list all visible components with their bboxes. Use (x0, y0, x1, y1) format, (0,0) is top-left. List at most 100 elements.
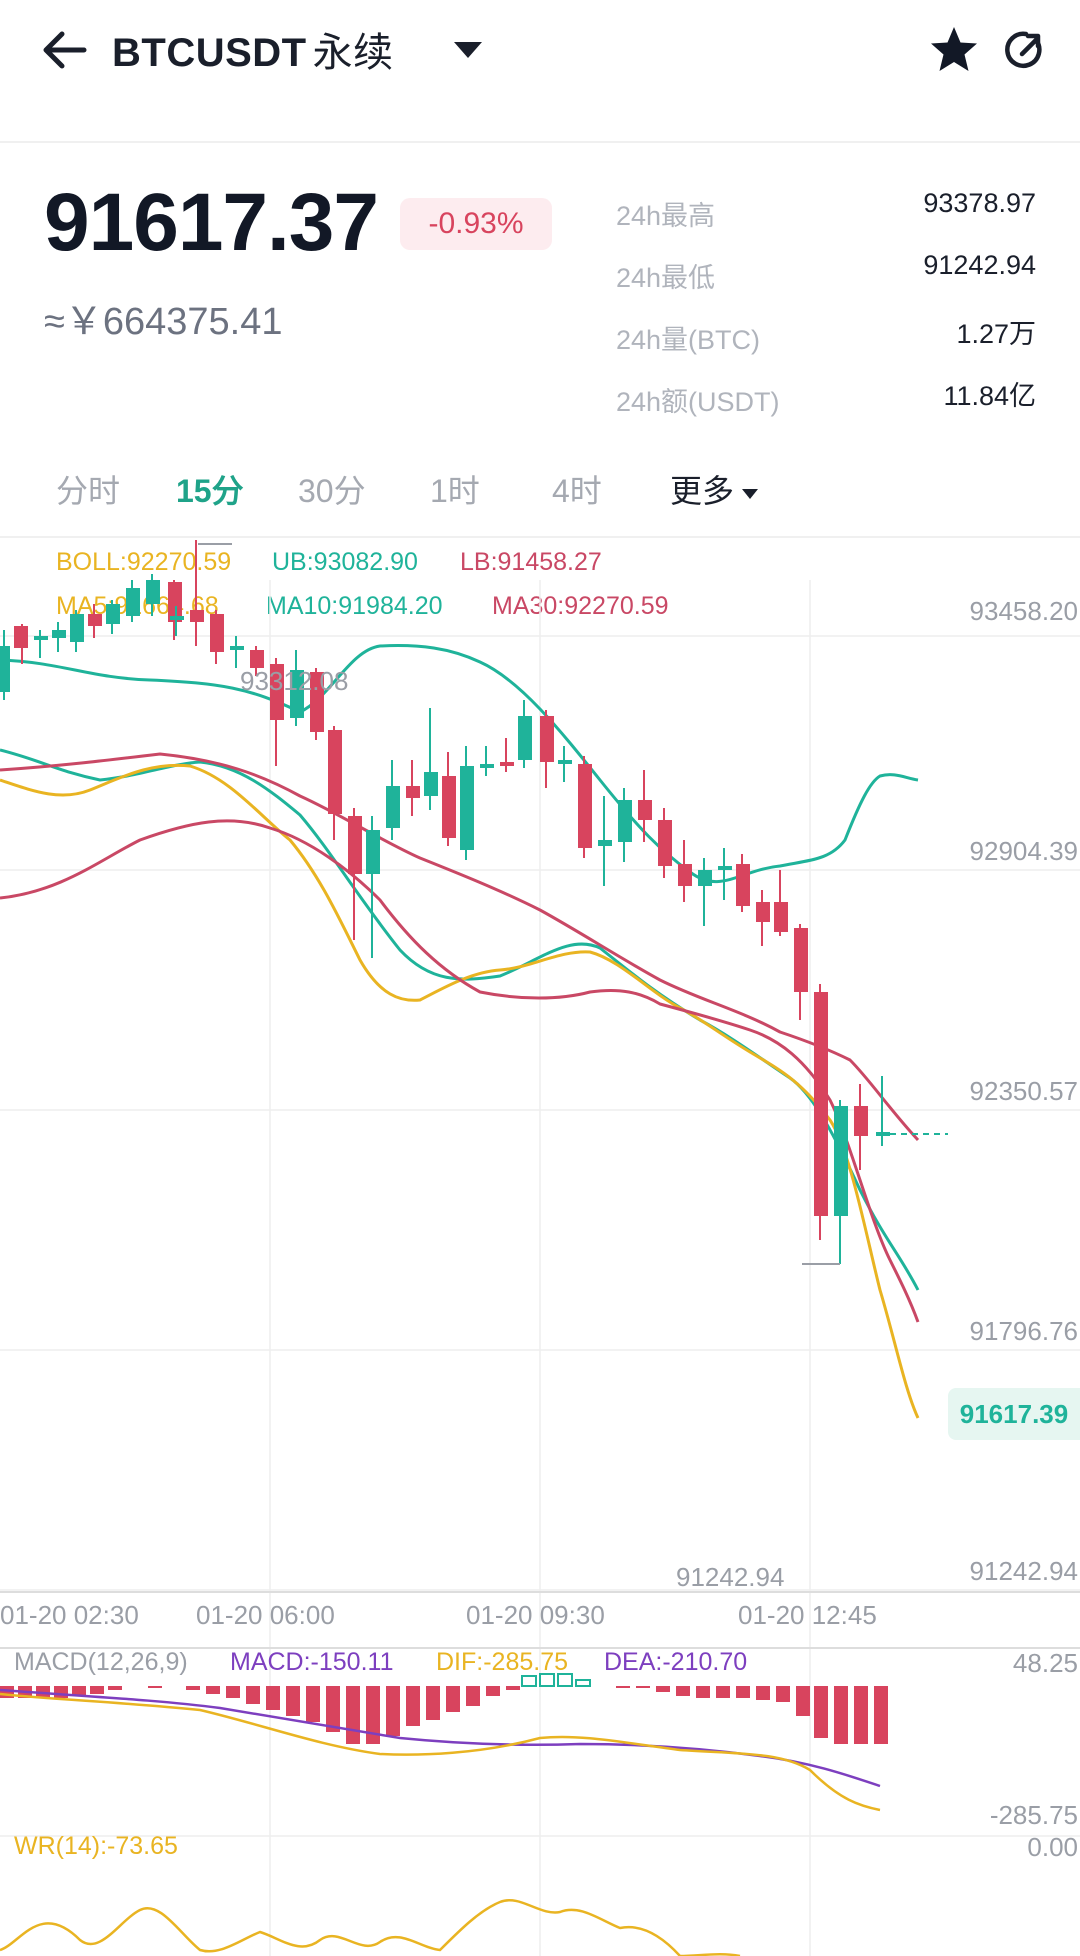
macd-histogram (0, 1673, 888, 1744)
ma30-legend: MA30:92270.59 (492, 592, 669, 620)
candle-up (718, 848, 732, 900)
candle-down (658, 808, 672, 878)
stats-panel: 24h最高 93378.97 24h最低 91242.94 24h量(BTC) … (616, 188, 1036, 436)
macd-legend: MACD:-150.11 (230, 1648, 394, 1676)
candle-up (618, 788, 632, 862)
candle-up (0, 630, 10, 700)
chart-grid (0, 580, 1080, 1956)
dif-legend: DIF:-285.75 (436, 1648, 569, 1676)
stat-low: 24h最低 91242.94 (616, 250, 1036, 312)
candle-down (794, 924, 808, 1020)
lb-legend: LB:91458.27 (460, 548, 602, 576)
back-button[interactable] (38, 22, 98, 78)
x-axis-label: 01-20 06:00 (196, 1600, 335, 1630)
candle-up (834, 1100, 848, 1264)
y-axis-label: 92350.57 (969, 1076, 1078, 1106)
stat-value: 91242.94 (923, 250, 1036, 280)
y-axis-label: 92904.39 (969, 836, 1078, 866)
star-icon (931, 27, 977, 71)
caret-down-icon (742, 488, 759, 499)
candle-up (146, 574, 160, 616)
candlesticks (0, 540, 890, 1264)
y-axis-label: 91242.94 (969, 1556, 1078, 1586)
arrow-left-icon (43, 31, 87, 69)
last-price: 91617.37 (44, 177, 379, 268)
low-marker-label: 91242.94 (676, 1562, 785, 1592)
interval-tabs: 分时 15分 30分 1时 4时 更多 (0, 458, 1080, 538)
ma5-line (0, 763, 920, 1419)
candle-down (328, 726, 342, 840)
stat-label: 24h最低 (616, 263, 716, 293)
favorite-button[interactable] (926, 22, 982, 78)
change-percent-badge: -0.93% (400, 198, 552, 250)
macd-y-label: 48.25 (1012, 1648, 1078, 1678)
candle-up (106, 600, 120, 634)
candle-down (638, 770, 652, 842)
candle-down (442, 752, 456, 846)
tab-1h[interactable]: 1时 (430, 473, 480, 509)
candle-up (230, 636, 244, 668)
candle-up (518, 700, 532, 768)
ub-legend: UB:93082.90 (272, 548, 418, 576)
tab-time-sharing[interactable]: 分时 (56, 473, 121, 509)
tab-30m[interactable]: 30分 (298, 473, 366, 509)
caret-down-icon (454, 42, 482, 58)
x-axis-label: 01-20 02:30 (0, 1600, 139, 1630)
candle-up (698, 858, 712, 926)
share-icon (1005, 31, 1042, 69)
pane-dividers (0, 1591, 1080, 1649)
tab-4h[interactable]: 4时 (552, 473, 602, 509)
ma10-line (0, 748, 920, 1291)
candle-up (480, 746, 494, 776)
wr-y-label: 0.00 (1027, 1832, 1078, 1862)
candle-down (210, 610, 224, 664)
candle-down (774, 870, 788, 936)
candle-down (500, 738, 514, 772)
candle-down (348, 808, 362, 940)
candle-up (558, 746, 572, 782)
candle-down (14, 624, 28, 664)
dea-legend: DEA:-210.70 (604, 1648, 748, 1676)
candle-down (168, 580, 182, 640)
contract-type: 永续 (312, 31, 394, 75)
stat-volume: 24h量(BTC) 1.27万 (616, 312, 1036, 374)
stat-value: 1.27万 (956, 319, 1036, 349)
symbol-dropdown-button[interactable] (450, 38, 486, 62)
candle-up (52, 622, 66, 652)
stat-label: 24h量(BTC) (616, 325, 761, 355)
macd-title: MACD(12,26,9) (14, 1648, 188, 1676)
high-marker-label: 93312.08 (240, 666, 349, 696)
candle-down (406, 760, 420, 816)
candle-down (854, 1084, 868, 1170)
candle-down (678, 840, 692, 902)
x-axis-label: 01-20 09:30 (466, 1600, 605, 1630)
symbol-name: BTCUSDT (112, 31, 307, 75)
cny-price: ≈￥664375.41 (44, 301, 283, 343)
candle-up (876, 1076, 890, 1146)
candle-up (386, 760, 400, 840)
candle-down (814, 984, 828, 1240)
tab-15m[interactable]: 15分 (176, 473, 244, 509)
current-price-tag: 91617.39 (948, 1388, 1080, 1440)
candle-up (460, 746, 474, 860)
wr-legend: WR(14):-73.65 (14, 1832, 178, 1860)
candle-down (540, 710, 554, 788)
share-button[interactable] (998, 22, 1048, 78)
candle-down (270, 658, 284, 766)
stat-label: 24h额(USDT) (616, 387, 780, 417)
stat-high: 24h最高 93378.97 (616, 188, 1036, 250)
boll-legend: BOLL:92270.59 (56, 548, 232, 576)
x-axis-label: 01-20 12:45 (738, 1600, 877, 1630)
candle-down (578, 756, 592, 858)
candle-up (34, 630, 48, 658)
candle-down (250, 646, 264, 676)
candle-down (310, 668, 324, 740)
ma30-line (0, 752, 920, 1142)
candle-down (88, 604, 102, 638)
tab-more[interactable]: 更多 (670, 466, 759, 512)
candle-down (190, 540, 204, 646)
symbol-title[interactable]: BTCUSDT 永续 (112, 20, 394, 78)
kline-chart[interactable] (0, 540, 1080, 1956)
boll-upper-line (0, 644, 919, 884)
stat-label: 24h最高 (616, 201, 716, 231)
